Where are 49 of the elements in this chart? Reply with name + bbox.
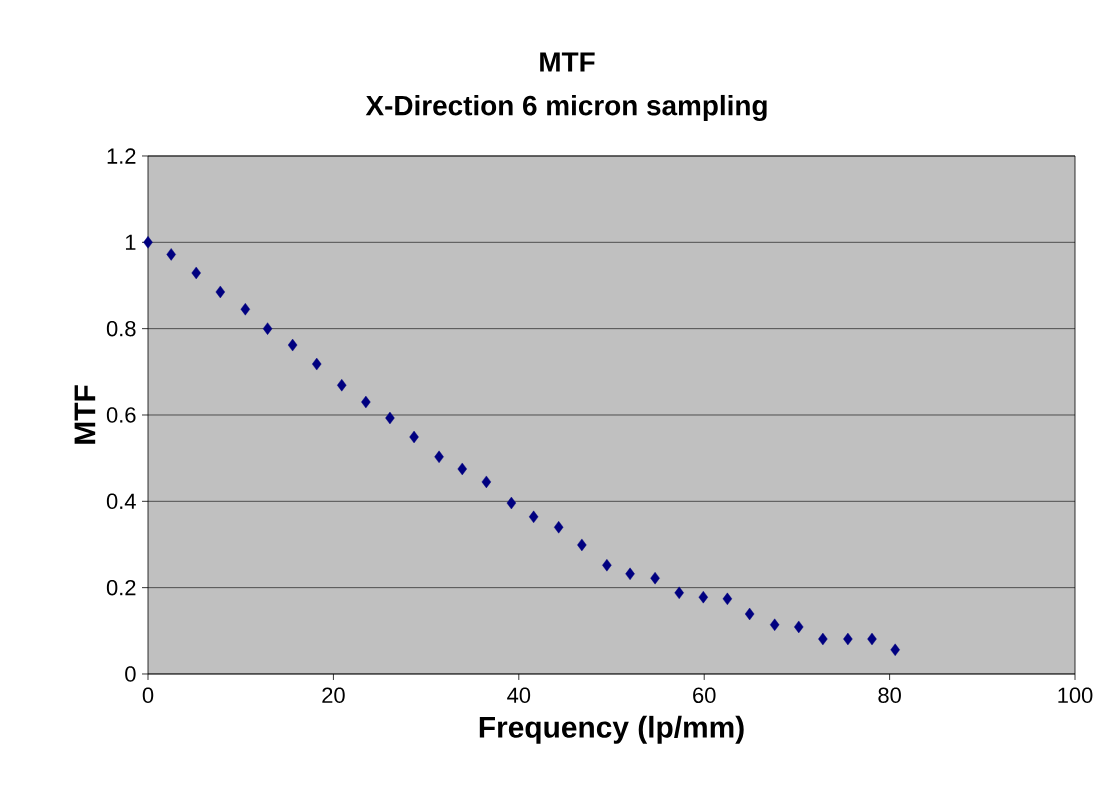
point [890, 643, 900, 657]
x-tick-label: 60 [693, 687, 716, 704]
y-tick-label: 1 [125, 234, 136, 250]
point [744, 607, 755, 621]
y-tick-label: 0 [125, 666, 136, 682]
point [625, 567, 635, 581]
y-tick-label: 0.6 [106, 407, 136, 423]
point [674, 586, 684, 600]
point [577, 538, 587, 552]
point [769, 618, 780, 631]
point [434, 450, 444, 464]
chart-subtitle: X-Direction 6 micron sampling [365, 94, 767, 122]
point [312, 357, 322, 371]
x-tick-label: 20 [322, 687, 345, 704]
chart-title: MTF [540, 52, 595, 72]
point [650, 571, 660, 585]
point [215, 285, 226, 299]
x-tick-label: 100 [1058, 687, 1093, 704]
point [722, 592, 733, 606]
y-axis-title: MTF [74, 385, 96, 444]
point [553, 521, 564, 534]
point [528, 510, 539, 524]
point [191, 266, 201, 280]
point [166, 248, 176, 261]
point [698, 590, 708, 604]
point [794, 620, 804, 634]
y-tick-label: 0.2 [106, 579, 136, 596]
point [262, 322, 273, 335]
x-tick-label: 80 [878, 687, 901, 704]
point [143, 236, 153, 249]
y-tick-label: 0.8 [106, 320, 136, 337]
point [240, 303, 251, 316]
point [457, 462, 467, 476]
x-tick-label: 40 [507, 687, 531, 704]
point [818, 632, 828, 646]
y-tick-label: 0.4 [106, 493, 136, 510]
point [602, 559, 612, 572]
point [867, 632, 877, 646]
x-axis-title: Frequency (lp/mm) [479, 715, 744, 744]
point [337, 379, 347, 392]
point [506, 496, 517, 510]
y-tick-label: 1.2 [107, 148, 136, 164]
point [481, 475, 492, 489]
point [843, 632, 853, 646]
point [287, 338, 298, 352]
point [361, 395, 371, 409]
x-tick-label: 0 [142, 687, 154, 704]
point [409, 430, 419, 444]
point [385, 411, 395, 425]
